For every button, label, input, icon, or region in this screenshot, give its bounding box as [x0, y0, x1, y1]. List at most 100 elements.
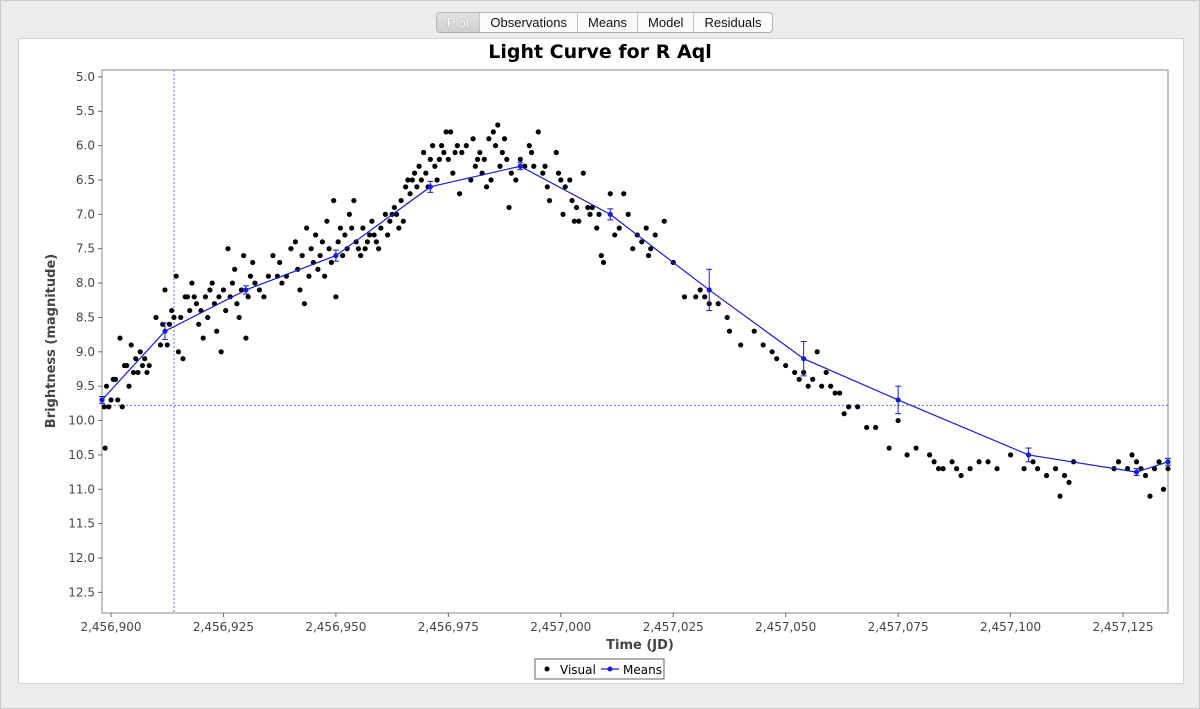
- visual-point: [953, 466, 960, 472]
- x-tick-label: 2,456,900: [80, 620, 141, 634]
- visual-point: [220, 287, 227, 293]
- visual-point: [229, 280, 236, 286]
- x-tick-label: 2,457,100: [980, 620, 1041, 634]
- visual-point: [447, 129, 454, 135]
- visual-point: [342, 232, 348, 238]
- visual-point: [232, 266, 238, 272]
- visual-point: [450, 170, 456, 176]
- visual-point: [571, 218, 577, 224]
- visual-point: [553, 149, 559, 156]
- visual-point: [474, 156, 481, 162]
- visual-point: [164, 342, 170, 348]
- visual-point: [823, 369, 829, 376]
- legend-box: [534, 658, 665, 680]
- visual-point: [1030, 459, 1036, 465]
- visual-point: [873, 424, 879, 431]
- visual-point: [243, 335, 249, 341]
- visual-point: [153, 314, 159, 321]
- visual-point: [124, 362, 130, 369]
- tab-residuals[interactable]: Residuals: [704, 15, 762, 30]
- visual-point: [326, 246, 332, 252]
- visual-point: [139, 362, 146, 369]
- visual-point: [416, 163, 422, 169]
- means-point: [162, 328, 168, 334]
- visual-point: [420, 149, 427, 156]
- visual-point: [513, 177, 519, 183]
- visual-point: [612, 232, 618, 238]
- visual-point: [108, 397, 114, 403]
- visual-point: [616, 225, 622, 231]
- visual-point: [1147, 493, 1153, 499]
- visual-series: [99, 122, 1171, 499]
- visual-point: [436, 156, 442, 162]
- visual-point: [189, 280, 195, 286]
- visual-point: [931, 459, 937, 465]
- x-tick-label: 2,457,125: [1092, 620, 1153, 634]
- visual-point: [895, 417, 901, 424]
- visual-point: [832, 390, 838, 396]
- means-point: [895, 397, 901, 403]
- visual-point: [135, 369, 141, 376]
- visual-point: [405, 177, 411, 183]
- visual-point: [304, 225, 310, 231]
- visual-point: [1021, 466, 1027, 472]
- visual-point: [940, 466, 946, 472]
- visual-point: [607, 191, 613, 197]
- visual-point: [252, 280, 258, 286]
- visual-point: [600, 259, 607, 266]
- y-tick-label: 7.0: [76, 207, 95, 221]
- visual-point: [472, 163, 478, 169]
- visual-point: [427, 156, 433, 162]
- visual-point: [1034, 466, 1041, 472]
- visual-point: [546, 197, 553, 204]
- x-tick-label: 2,457,075: [868, 620, 929, 634]
- visual-point: [477, 149, 483, 156]
- visual-point: [576, 218, 582, 224]
- visual-point: [774, 356, 780, 362]
- visual-point: [216, 294, 222, 300]
- visual-point: [470, 136, 476, 142]
- plot-area[interactable]: [101, 69, 1169, 614]
- visual-point: [128, 342, 134, 348]
- visual-point: [1142, 472, 1149, 479]
- visual-point: [1165, 466, 1171, 472]
- visual-point: [810, 376, 816, 382]
- visual-point: [130, 369, 137, 376]
- visual-point: [331, 197, 337, 204]
- visual-point: [261, 294, 267, 300]
- y-tick-label: 6.0: [76, 139, 95, 153]
- y-tick-label: 9.5: [76, 379, 95, 393]
- y-tick-label: 8.5: [76, 310, 95, 324]
- visual-point: [137, 349, 143, 355]
- visual-point: [193, 301, 200, 307]
- visual-point: [562, 184, 568, 190]
- visual-point: [846, 404, 852, 410]
- y-tick-label: 11.0: [68, 482, 95, 496]
- tab-model[interactable]: Model: [638, 13, 695, 32]
- visual-point: [301, 301, 308, 307]
- tab-means[interactable]: Means: [578, 13, 639, 32]
- visual-point: [373, 239, 379, 245]
- visual-point: [207, 287, 213, 293]
- visual-point: [828, 383, 834, 389]
- visual-point: [1151, 466, 1158, 472]
- tab-observations[interactable]: Observations: [480, 13, 578, 32]
- y-axis-label: Brightness (magnitude): [44, 254, 59, 428]
- visual-point: [819, 383, 825, 389]
- visual-point: [985, 459, 991, 465]
- visual-point: [886, 445, 892, 451]
- tab-plot[interactable]: Plot: [437, 13, 481, 32]
- visual-point: [490, 129, 496, 135]
- visual-point: [517, 156, 523, 162]
- visual-point: [265, 273, 272, 279]
- y-tick-label: 12.5: [68, 585, 95, 599]
- visual-point: [270, 252, 276, 259]
- y-tick-label: 10.0: [68, 414, 95, 428]
- visual-point: [382, 211, 388, 217]
- visual-point: [180, 356, 186, 362]
- visual-point: [499, 149, 505, 156]
- y-axis: 5.0 5.5 6.0 6.5 7.0 7.5 8.0 8.5 9.0 9.5 10.0 10.5 11…: [68, 70, 102, 599]
- visual-point: [214, 328, 220, 334]
- visual-point: [306, 273, 312, 279]
